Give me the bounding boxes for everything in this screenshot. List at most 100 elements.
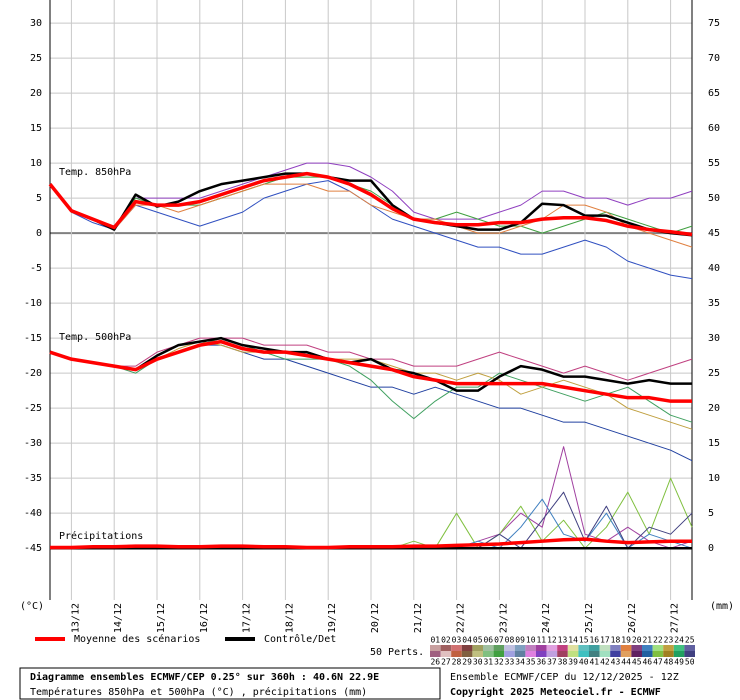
x-tick-label: 27/12 (670, 603, 681, 633)
perturbation-swatch (663, 651, 674, 657)
y-tick-label: -35 (24, 473, 42, 484)
y-tick-label: -45 (24, 543, 42, 554)
y2-tick-label: 65 (708, 88, 720, 99)
perturbations-label: 50 Perts. (370, 647, 424, 658)
perturbation-label: 01 (430, 636, 440, 645)
perturbation-swatch (684, 645, 695, 651)
perturbation-label: 06 (483, 636, 493, 645)
control-line (49, 336, 692, 392)
perturbation-swatch (472, 645, 483, 651)
x-tick-label: 14/12 (113, 603, 124, 633)
mean-line (48, 171, 693, 237)
perturbation-label: 10 (526, 636, 536, 645)
y2-tick-label: 15 (708, 438, 720, 449)
perturbation-swatch (536, 651, 547, 657)
perturbation-swatch (525, 651, 536, 657)
perturbation-label: 27 (441, 658, 451, 667)
perturbation-label: 25 (685, 636, 695, 645)
perturbation-swatch (652, 651, 664, 657)
perturbation-swatch (652, 645, 664, 651)
y-tick-label: -25 (24, 403, 42, 414)
perturbation-swatch (557, 645, 568, 651)
perturbation-label: 49 (674, 658, 684, 667)
y2-axis-unit: (mm) (710, 601, 734, 612)
y-tick-label: -20 (24, 368, 42, 379)
perturbation-label: 18 (611, 636, 621, 645)
perturbation-swatch (642, 651, 653, 657)
perturbation-swatch (599, 645, 611, 651)
perturbation-swatch (673, 651, 685, 657)
x-tick-label: 22/12 (456, 603, 467, 633)
perturbation-swatch (673, 645, 685, 651)
x-tick-label: 26/12 (627, 603, 638, 633)
perturbation-label: 44 (621, 658, 631, 667)
perturbation-label: 36 (536, 658, 546, 667)
x-tick-label: 24/12 (541, 603, 552, 633)
perturbation-swatch (610, 651, 621, 657)
perturbation-swatch (514, 651, 526, 657)
perturbation-swatch (589, 645, 600, 651)
perturbation-swatch (461, 651, 473, 657)
perturbation-label: 38 (558, 658, 568, 667)
legend-label: Contrôle/Det (264, 633, 336, 645)
title-box (19, 667, 441, 700)
x-tick-label: 13/12 (70, 603, 81, 633)
perturbation-label: 42 (600, 658, 610, 667)
perturbation-swatch (493, 651, 505, 657)
perturbation-label: 45 (632, 658, 642, 667)
y-tick-label: 25 (30, 53, 42, 64)
perturbation-label: 35 (526, 658, 536, 667)
perturbation-label: 23 (664, 636, 674, 645)
y2-tick-label: 60 (708, 123, 720, 134)
perturbation-swatch (620, 645, 632, 651)
perturbation-swatch (578, 651, 589, 657)
perturbation-swatch (546, 651, 558, 657)
perturbation-swatch (461, 645, 473, 651)
x-tick-label: 17/12 (242, 603, 253, 633)
y2-tick-label: 0 (708, 543, 714, 554)
perturbation-label: 50 (685, 658, 695, 667)
perturbation-label: 17 (600, 636, 610, 645)
y2-tick-label: 75 (708, 18, 720, 29)
panel-label: Temp. 850hPa (59, 167, 131, 178)
perturbation-label: 47 (653, 658, 663, 667)
perturbation-swatch (504, 645, 515, 651)
y2-tick-label: 35 (708, 298, 720, 309)
y2-tick-label: 70 (708, 53, 720, 64)
y2-tick-label: 25 (708, 368, 720, 379)
perturbation-label: 40 (579, 658, 589, 667)
y2-tick-label: 10 (708, 473, 720, 484)
perturbation-label: 09 (515, 636, 525, 645)
perturbation-label: 24 (674, 636, 684, 645)
perturbation-swatch (620, 651, 632, 657)
perturbation-label: 19 (621, 636, 631, 645)
y-tick-label: 5 (36, 193, 42, 204)
perturbation-swatch (430, 651, 441, 657)
perturbation-swatch (599, 651, 611, 657)
perturbation-label: 22 (653, 636, 663, 645)
y-tick-label: 10 (30, 158, 42, 169)
perturbation-label: 02 (441, 636, 451, 645)
y-tick-label: -15 (24, 333, 42, 344)
perturbation-swatch (663, 645, 674, 651)
perturbation-label: 15 (579, 636, 589, 645)
perturbation-label: 48 (664, 658, 674, 667)
perturbation-swatch (684, 651, 695, 657)
perturbation-label: 32 (494, 658, 504, 667)
x-tick-label: 20/12 (370, 603, 381, 633)
y-tick-label: -40 (24, 508, 42, 519)
perturbation-swatch (451, 645, 462, 651)
perturbation-label: 03 (452, 636, 462, 645)
perturbation-swatch (567, 651, 579, 657)
perturbation-label: 21 (642, 636, 652, 645)
perturbation-swatch (642, 645, 653, 651)
x-tick-label: 19/12 (327, 603, 338, 633)
y-axis-unit: (°C) (20, 601, 44, 612)
x-tick-label: 16/12 (199, 603, 210, 633)
y2-tick-label: 55 (708, 158, 720, 169)
y-tick-label: -10 (24, 298, 42, 309)
member-line (49, 162, 693, 227)
perturbation-label: 13 (558, 636, 568, 645)
perturbation-swatch (514, 645, 526, 651)
